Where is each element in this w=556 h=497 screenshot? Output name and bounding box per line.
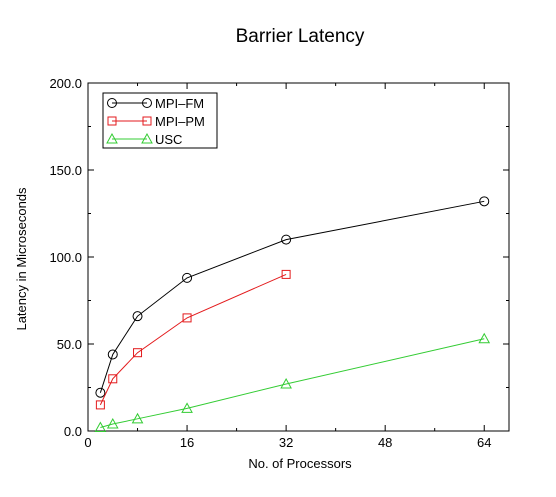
data-point xyxy=(281,234,292,245)
x-tick-label: 0 xyxy=(84,435,91,450)
legend-label: MPI–PM xyxy=(155,114,205,129)
series-1 xyxy=(95,269,291,410)
data-point xyxy=(182,313,192,323)
data-point xyxy=(132,311,143,322)
data-point xyxy=(107,349,118,360)
x-tick-label: 48 xyxy=(378,435,392,450)
legend-marker xyxy=(142,116,152,126)
y-tick-label: 50.0 xyxy=(57,337,82,352)
y-tick-label: 150.0 xyxy=(49,163,82,178)
legend-label: MPI–FM xyxy=(155,96,204,111)
data-point xyxy=(479,196,490,207)
y-tick-label: 100.0 xyxy=(49,250,82,265)
data-point xyxy=(133,348,143,358)
data-point xyxy=(131,412,144,424)
y-tick-label: 200.0 xyxy=(49,76,82,91)
axis-ticks: 0 16 32 48 64 0.0 50.0 100.0 150.0 200.0 xyxy=(49,76,509,450)
legend-marker xyxy=(106,132,118,144)
data-point xyxy=(94,421,107,433)
series-0 xyxy=(95,196,490,398)
series-line xyxy=(99,273,287,406)
data-point xyxy=(108,374,118,384)
y-axis-label: Latency in Microseconds xyxy=(14,187,29,331)
data-point xyxy=(280,377,292,389)
data-point xyxy=(281,269,291,279)
data-point xyxy=(106,418,119,429)
chart-title: Barrier Latency xyxy=(236,26,365,47)
x-tick-label: 64 xyxy=(477,435,491,450)
legend-marker xyxy=(107,116,117,126)
data-point xyxy=(95,400,105,410)
data-point xyxy=(182,272,193,283)
data-point xyxy=(478,332,491,344)
series-2 xyxy=(94,332,491,433)
legend-label: USC xyxy=(155,132,182,147)
series-line xyxy=(99,200,485,393)
series-line xyxy=(100,338,485,429)
legend: MPI–FM MPI–PM USC xyxy=(102,92,218,149)
data-point xyxy=(181,402,193,413)
x-tick-label: 32 xyxy=(279,435,293,450)
legend-marker xyxy=(141,132,153,144)
series-layer xyxy=(94,196,491,433)
x-tick-label: 16 xyxy=(180,435,194,450)
y-tick-label: 0.0 xyxy=(64,424,82,439)
data-point xyxy=(95,387,106,398)
x-axis-label: No. of Processors xyxy=(248,456,352,471)
legend-marker xyxy=(142,98,152,108)
legend-marker xyxy=(107,98,117,108)
